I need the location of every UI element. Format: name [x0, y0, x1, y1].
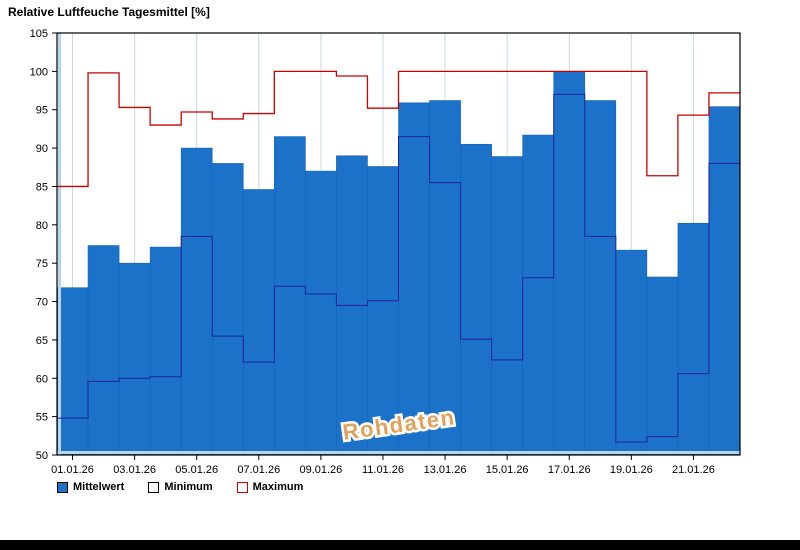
y-tick-label: 100	[30, 66, 48, 78]
plot-inset-left	[58, 33, 61, 455]
x-tick-label: 07.01.26	[237, 464, 280, 476]
x-tick-label: 03.01.26	[113, 464, 156, 476]
humidity-bar	[242, 189, 275, 456]
x-tick-label: 15.01.26	[486, 464, 529, 476]
footer-bar	[0, 540, 800, 550]
x-tick-label: 09.01.26	[299, 464, 342, 476]
humidity-bar	[491, 156, 523, 456]
humidity-bar	[708, 106, 741, 456]
humidity-bar	[553, 71, 586, 456]
plot-inset-bottom	[57, 451, 740, 454]
humidity-bar	[615, 249, 648, 456]
humidity-bar	[305, 170, 337, 456]
x-tick-label: 19.01.26	[610, 464, 653, 476]
x-tick-label: 01.01.26	[51, 464, 94, 476]
humidity-bar	[118, 262, 151, 456]
humidity-bar	[87, 245, 120, 456]
humidity-bar	[429, 100, 461, 456]
chart-title: Relative Luftfeuche Tagesmittel [%]	[8, 5, 210, 19]
humidity-bar	[149, 246, 182, 456]
humidity-bar	[460, 143, 492, 456]
humidity-bar	[367, 166, 399, 456]
legend-swatch-maximum	[236, 481, 248, 493]
y-tick-label: 75	[36, 258, 48, 270]
y-tick-label: 70	[36, 297, 48, 309]
y-tick-label: 90	[36, 143, 48, 155]
legend: Mittelwert Minimum Maximum	[57, 481, 303, 493]
x-tick-label: 05.01.26	[175, 464, 218, 476]
humidity-bar	[180, 147, 213, 456]
y-tick-label: 80	[36, 220, 48, 232]
humidity-bar	[274, 136, 306, 456]
humidity-bar	[584, 100, 617, 456]
legend-swatch-mittelwert	[57, 481, 68, 493]
y-tick-label: 60	[36, 373, 48, 385]
plot-border	[56, 32, 741, 456]
y-tick-label: 50	[36, 450, 48, 462]
legend-item-maximum: Maximum	[236, 481, 304, 493]
legend-item-mittelwert: Mittelwert	[57, 481, 124, 493]
legend-item-minimum: Minimum	[148, 481, 213, 493]
legend-label-minimum: Minimum	[164, 481, 213, 493]
y-tick-label: 85	[36, 181, 48, 193]
x-tick-label: 21.01.26	[672, 464, 715, 476]
humidity-bar	[646, 276, 679, 456]
y-tick-label: 95	[36, 105, 48, 117]
humidity-bar	[522, 134, 555, 456]
humidity-bar	[677, 222, 710, 456]
legend-label-mittelwert: Mittelwert	[73, 481, 125, 493]
legend-label-maximum: Maximum	[252, 481, 304, 493]
humidity-bar	[398, 102, 430, 456]
humidity-bar	[211, 163, 244, 456]
y-tick-label: 105	[30, 28, 48, 40]
minimum-line	[57, 93, 740, 443]
maximum-line	[57, 70, 740, 188]
x-tick-label: 13.01.26	[424, 464, 467, 476]
legend-swatch-minimum	[148, 481, 160, 493]
x-tick-label: 11.01.26	[362, 464, 404, 476]
y-tick-label: 65	[36, 335, 48, 347]
x-tick-label: 17.01.26	[548, 464, 591, 476]
y-tick-label: 55	[36, 412, 48, 424]
humidity-bar	[56, 287, 89, 456]
